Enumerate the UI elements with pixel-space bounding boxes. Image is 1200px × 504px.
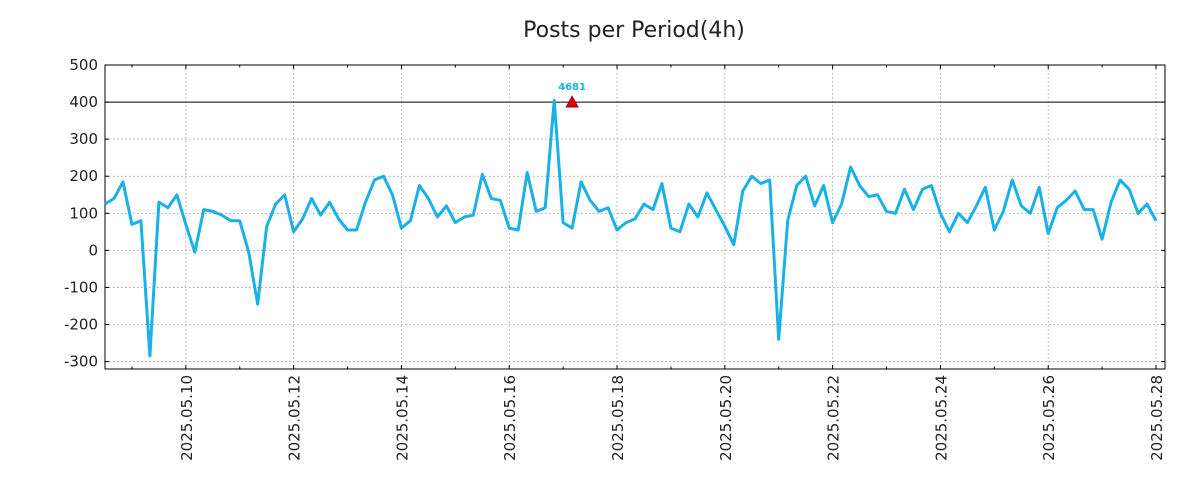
series-layer: [105, 100, 1156, 356]
y-tick-label: 300: [69, 130, 98, 148]
y-tick-label: 0: [88, 241, 98, 259]
peak-label: 4681: [558, 82, 586, 93]
y-tick-label: -200: [64, 316, 98, 334]
x-tick-label: 2025.05.12: [286, 375, 304, 461]
y-tick-label: 500: [69, 56, 98, 74]
x-tick-label: 2025.05.28: [1148, 375, 1166, 461]
y-tick-label: 200: [69, 167, 98, 185]
x-tick-label: 2025.05.16: [501, 375, 519, 461]
marker-layer: 4681: [558, 82, 586, 107]
y-tick-label: -100: [64, 278, 98, 296]
x-tick-label: 2025.05.22: [825, 375, 843, 461]
x-tick-label: 2025.05.20: [717, 375, 735, 461]
x-tick-label: 2025.05.18: [609, 375, 627, 461]
y-tick-label: 400: [69, 93, 98, 111]
x-tick-label: 2025.05.14: [393, 375, 411, 461]
x-tick-label: 2025.05.24: [932, 375, 950, 461]
y-tick-label: -300: [64, 353, 98, 371]
y-tick-label: 100: [69, 204, 98, 222]
x-tick-label: 2025.05.10: [178, 375, 196, 461]
axis-layer: 500 400 300 200 100 0 -100 -200 -300 2025.05.10 20…: [64, 56, 1166, 461]
chart-title: Posts per Period(4h): [523, 18, 745, 43]
x-tick-label: 2025.05.26: [1040, 375, 1058, 461]
series-line: [105, 100, 1156, 356]
